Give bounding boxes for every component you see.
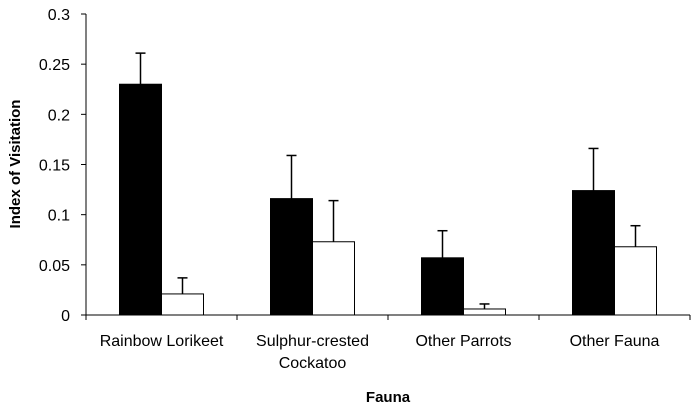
y-tick-label: 0.05 (39, 258, 70, 275)
y-tick-label: 0.1 (48, 208, 70, 225)
bar (270, 198, 313, 316)
x-tick-label: Sulphur-crested (256, 333, 369, 350)
y-tick-label: 0.15 (39, 158, 70, 175)
bar (614, 246, 657, 316)
y-tick-label: 0.3 (48, 7, 70, 24)
y-axis-ticks: 0 0.05 0.1 0.15 0.2 0.25 0.3 (39, 7, 86, 325)
bar (312, 241, 355, 316)
y-tick-label: 0.25 (39, 57, 70, 74)
x-tick-label: Other Fauna (570, 333, 660, 350)
x-axis-title: Fauna (366, 389, 411, 406)
x-tick-label: Other Parrots (415, 333, 511, 350)
y-axis-title: Index of Visitation (7, 100, 24, 229)
y-tick-label: 0.2 (48, 107, 70, 124)
bar (161, 293, 204, 316)
bar (119, 83, 162, 316)
x-tick-label: Cockatoo (279, 355, 347, 372)
bars-group (119, 52, 657, 316)
bar (421, 257, 464, 316)
bar (463, 308, 506, 316)
bar (572, 190, 615, 316)
x-tick-label: Rainbow Lorikeet (100, 333, 224, 350)
x-axis-tick-labels: Rainbow Lorikeet Sulphur-crested Cockatoo O… (85, 315, 691, 372)
y-tick-label: 0 (61, 308, 70, 325)
